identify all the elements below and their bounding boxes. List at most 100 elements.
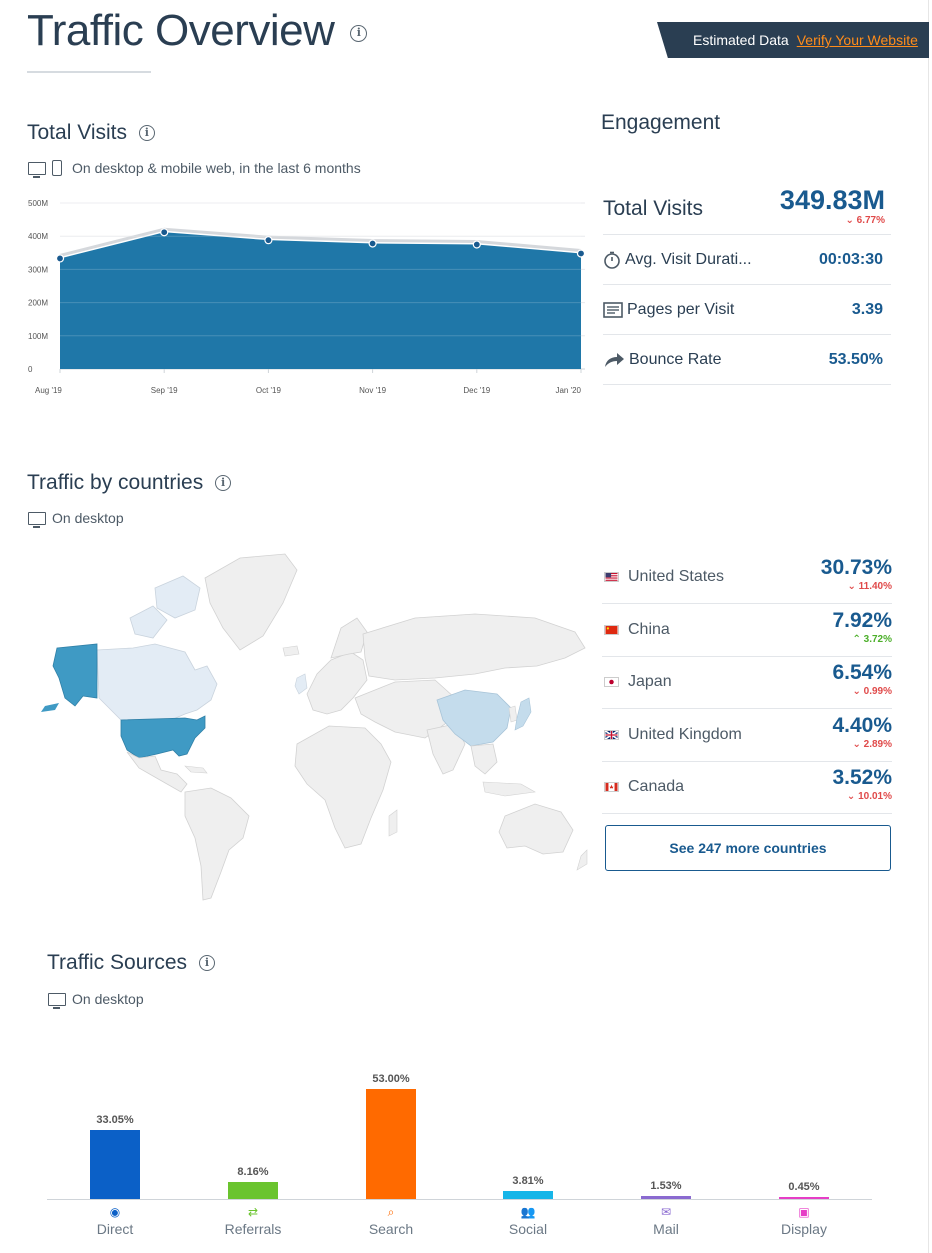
referrals-icon: ⇄ xyxy=(247,1205,259,1219)
map-region-china[interactable] xyxy=(436,689,512,747)
source-percentage: 53.00% xyxy=(372,1073,410,1085)
map-region-south-america[interactable] xyxy=(184,787,250,901)
display-icon: ▣ xyxy=(798,1205,810,1219)
sources-subtitle: On desktop xyxy=(48,991,144,1009)
source-bar-direct[interactable] xyxy=(90,1130,140,1199)
estimated-data-banner: Estimated Data Verify Your Website xyxy=(657,22,929,58)
engagement-row-label: Bounce Rate xyxy=(629,350,722,368)
engagement-row-bounce: Bounce Rate 53.50% xyxy=(603,335,891,385)
x-tick-label: Dec '19 xyxy=(463,386,490,395)
source-label[interactable]: Referrals xyxy=(224,1221,282,1237)
world-map[interactable] xyxy=(35,548,590,905)
map-region-greenland[interactable] xyxy=(204,553,298,651)
map-region-southeast-asia[interactable] xyxy=(470,743,498,775)
source-bar-search[interactable] xyxy=(366,1089,416,1199)
sources-title: Traffic Sources i xyxy=(47,951,215,975)
map-region-canada-islands[interactable] xyxy=(154,575,201,619)
country-name: United Kingdom xyxy=(628,726,742,743)
source-label[interactable]: Mail xyxy=(653,1221,679,1237)
country-row-united-kingdom[interactable]: United Kingdom 4.40% ⌄ 2.89% xyxy=(602,710,892,762)
info-icon[interactable]: i xyxy=(350,24,368,42)
country-percentage: 4.40% xyxy=(832,714,892,737)
country-percentage: 6.54% xyxy=(832,661,892,684)
map-region-madagascar xyxy=(388,809,398,837)
country-name: United States xyxy=(628,568,725,585)
y-tick-label: 400M xyxy=(28,232,48,241)
info-icon[interactable]: i xyxy=(215,475,232,492)
source-bar-referrals[interactable] xyxy=(228,1182,278,1199)
country-change: ⌃ 3.72% xyxy=(852,634,892,645)
map-region-russia[interactable] xyxy=(362,613,586,681)
info-icon[interactable]: i xyxy=(138,125,155,142)
visits-data-point[interactable] xyxy=(368,239,377,248)
total-visits-subtitle-text: On desktop & mobile web, in the last 6 m… xyxy=(72,160,361,176)
engagement-row-pages: Pages per Visit 3.39 xyxy=(603,285,891,335)
engagement-total-visits-label: Total Visits xyxy=(603,197,703,220)
map-region-uk[interactable] xyxy=(294,673,308,695)
country-row-united-states[interactable]: United States 30.73% ⌄ 11.40% xyxy=(602,552,892,604)
source-label[interactable]: Search xyxy=(368,1221,414,1237)
countries-subtitle-text: On desktop xyxy=(52,510,124,526)
map-region-europe[interactable] xyxy=(306,651,368,715)
flag-canada-icon xyxy=(604,782,619,792)
map-region-canada-islands[interactable] xyxy=(129,605,168,639)
source-percentage: 8.16% xyxy=(237,1166,269,1179)
source-label[interactable]: Display xyxy=(781,1221,827,1237)
map-region-africa[interactable] xyxy=(294,725,392,849)
countries-subtitle: On desktop xyxy=(28,510,124,528)
x-tick-label: Jan '20 xyxy=(555,386,581,395)
country-row-canada[interactable]: Canada 3.52% ⌄ 10.01% xyxy=(602,762,892,814)
mobile-icon xyxy=(52,160,62,176)
desktop-icon xyxy=(28,511,46,528)
page-title-text: Traffic Overview xyxy=(27,6,335,55)
engagement-row-value: 3.39 xyxy=(851,300,883,318)
engagement-title: Engagement xyxy=(601,111,721,134)
countries-title: Traffic by countries i xyxy=(27,471,232,495)
visits-data-point[interactable] xyxy=(160,228,169,237)
country-change-text: 0.99% xyxy=(863,686,892,697)
source-percentage: 1.53% xyxy=(650,1179,682,1192)
x-tick-label: Sep '19 xyxy=(151,386,178,395)
source-bar-mail[interactable] xyxy=(641,1195,691,1199)
engagement-row-label: Avg. Visit Durati... xyxy=(625,250,752,268)
map-region-australia[interactable] xyxy=(498,803,574,855)
flag-us-icon xyxy=(604,572,619,582)
see-more-countries-button[interactable]: See 247 more countries xyxy=(605,825,891,871)
country-row-china[interactable]: China 7.92% ⌃ 3.72% xyxy=(602,605,892,657)
sources-title-text: Traffic Sources xyxy=(47,951,188,974)
source-bar-social[interactable] xyxy=(503,1191,553,1199)
map-region-japan[interactable] xyxy=(514,697,532,731)
map-region-mexico[interactable] xyxy=(126,751,188,793)
verify-website-link[interactable]: Verify Your Website xyxy=(796,32,918,48)
x-tick-label: Nov '19 xyxy=(359,386,386,395)
visits-data-point[interactable] xyxy=(264,236,273,245)
country-name: Canada xyxy=(628,778,685,795)
map-region-alaska[interactable] xyxy=(52,643,98,707)
direct-icon: ◉ xyxy=(109,1205,121,1219)
map-region-usa[interactable] xyxy=(120,715,206,759)
map-region-iceland xyxy=(282,645,300,657)
sources-baseline xyxy=(47,1199,872,1200)
visits-data-point[interactable] xyxy=(55,254,65,263)
map-region-aleutians xyxy=(41,703,59,712)
country-percentage: 3.52% xyxy=(832,766,892,789)
visits-data-point[interactable] xyxy=(472,240,481,249)
source-label[interactable]: Direct xyxy=(96,1221,134,1237)
map-region-new-zealand xyxy=(576,849,588,871)
total-visits-chart: 0 100M 200M 300M 400M 500M Aug '19 Sep '19 Oct '… xyxy=(28,199,586,395)
source-label[interactable]: Social xyxy=(508,1221,548,1237)
countries-title-text: Traffic by countries xyxy=(27,471,204,494)
source-bar-display[interactable] xyxy=(779,1197,829,1199)
info-icon[interactable]: i xyxy=(198,955,215,972)
social-icon: 👥 xyxy=(520,1205,536,1219)
map-region-canada[interactable] xyxy=(96,643,218,721)
total-visits-title: Total Visits i xyxy=(27,121,155,145)
visits-data-point[interactable] xyxy=(576,249,586,258)
desktop-icon xyxy=(28,161,46,178)
pages-icon xyxy=(603,301,623,318)
country-row-japan[interactable]: Japan 6.54% ⌄ 0.99% xyxy=(602,657,892,709)
source-percentage: 0.45% xyxy=(788,1181,820,1193)
map-region-scandinavia[interactable] xyxy=(330,617,368,659)
area-outline xyxy=(59,227,582,257)
flag-uk-icon xyxy=(604,730,619,740)
